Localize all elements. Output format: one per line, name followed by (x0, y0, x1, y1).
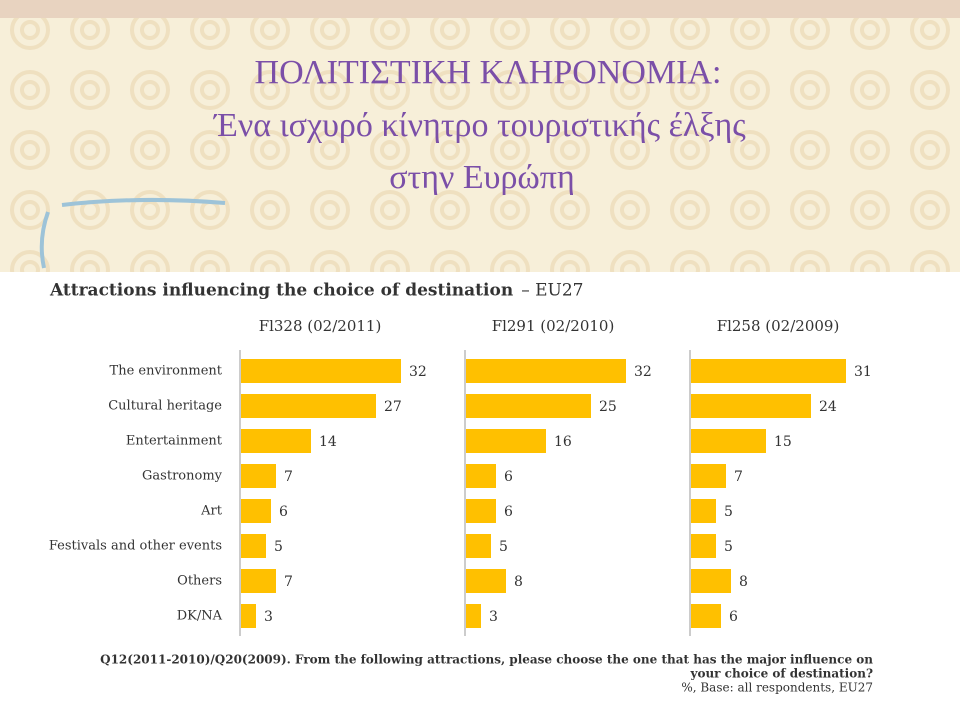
value-label: 7 (284, 574, 293, 590)
panel-title: Fl258 (02/2009) (717, 317, 840, 335)
bar (466, 569, 506, 593)
header-strip (0, 0, 960, 18)
header-background (0, 0, 960, 272)
bar (691, 534, 716, 558)
category-label: DK/NA (177, 609, 223, 624)
footnote: Q12(2011-2010)/Q20(2009). From the follo… (100, 653, 873, 667)
bar (691, 359, 846, 383)
bar (466, 464, 496, 488)
bar (466, 534, 491, 558)
panel-title: Fl328 (02/2011) (259, 317, 382, 335)
category-label: Art (200, 504, 223, 519)
bar (466, 394, 591, 418)
value-label: 8 (514, 574, 523, 590)
chart-subtitle: – EU27 (521, 281, 583, 301)
value-label: 32 (409, 364, 427, 380)
category-label: Gastronomy (142, 469, 223, 484)
category-label: Entertainment (126, 434, 223, 449)
chart-title: Attractions influencing the choice of de… (49, 281, 513, 301)
slide-title: στην Ευρώπη (389, 159, 575, 196)
bar (691, 499, 716, 523)
value-label: 6 (504, 504, 513, 520)
value-label: 6 (504, 469, 513, 485)
category-label: Festivals and other events (49, 539, 222, 554)
bar (241, 359, 401, 383)
value-label: 5 (274, 539, 283, 555)
value-label: 15 (774, 434, 792, 450)
value-label: 32 (634, 364, 652, 380)
bar (691, 394, 811, 418)
bar (466, 604, 481, 628)
decoration (61, 197, 226, 207)
bar (241, 464, 276, 488)
bar (691, 464, 726, 488)
value-label: 8 (739, 574, 748, 590)
slide-title: ΠΟΛΙΤΙΣΤΙΚΗ ΚΛΗΡΟΝΟΜΙΑ: (255, 54, 722, 91)
value-label: 31 (854, 364, 872, 380)
value-label: 6 (729, 609, 738, 625)
category-label: The environment (110, 364, 223, 379)
bar (241, 604, 256, 628)
value-label: 7 (284, 469, 293, 485)
bar (241, 534, 266, 558)
category-label: Others (177, 574, 222, 589)
category-label: Cultural heritage (108, 399, 222, 414)
bar (241, 499, 271, 523)
bar (691, 429, 766, 453)
slide-title: Ένα ισχυρό κίνητρο τουριστικής έλξης (212, 107, 746, 144)
value-label: 25 (599, 399, 617, 415)
panel-title: Fl291 (02/2010) (492, 317, 615, 335)
value-label: 6 (279, 504, 288, 520)
bar (691, 569, 731, 593)
bar (241, 429, 311, 453)
bar (466, 359, 626, 383)
footnote: your choice of destination? (689, 667, 873, 681)
bar (691, 604, 721, 628)
value-label: 3 (264, 609, 273, 625)
value-label: 5 (499, 539, 508, 555)
value-label: 16 (554, 434, 572, 450)
value-label: 14 (319, 434, 337, 450)
value-label: 24 (819, 399, 837, 415)
value-label: 27 (384, 399, 402, 415)
bar (466, 499, 496, 523)
value-label: 3 (489, 609, 498, 625)
bar (241, 394, 376, 418)
value-label: 5 (724, 539, 733, 555)
decoration (39, 211, 50, 269)
bar (466, 429, 546, 453)
value-label: 5 (724, 504, 733, 520)
footnote: %, Base: all respondents, EU27 (681, 681, 873, 695)
bar (241, 569, 276, 593)
value-label: 7 (734, 469, 743, 485)
